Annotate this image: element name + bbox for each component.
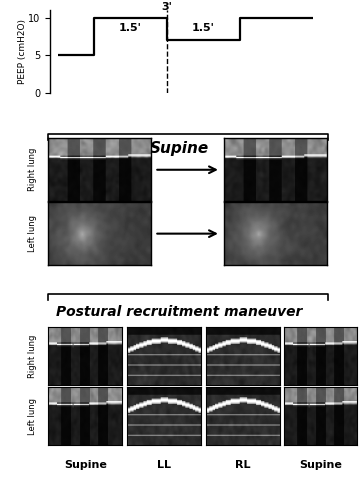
Text: LL: LL <box>157 460 171 470</box>
Text: 1.5': 1.5' <box>192 23 215 33</box>
Y-axis label: PEEP (cmH2O): PEEP (cmH2O) <box>18 19 27 84</box>
Text: Right lung: Right lung <box>28 148 37 192</box>
Text: Left lung: Left lung <box>28 215 37 252</box>
Text: Supine: Supine <box>64 460 107 470</box>
Text: Supine: Supine <box>150 141 209 156</box>
Text: Left lung: Left lung <box>28 398 37 435</box>
Text: 1.5': 1.5' <box>119 23 142 33</box>
Text: Right lung: Right lung <box>28 334 37 378</box>
Text: Postural recruitment maneuver: Postural recruitment maneuver <box>56 305 303 319</box>
Text: Supine: Supine <box>299 460 342 470</box>
Text: 3': 3' <box>162 2 173 12</box>
Text: RL: RL <box>236 460 251 470</box>
